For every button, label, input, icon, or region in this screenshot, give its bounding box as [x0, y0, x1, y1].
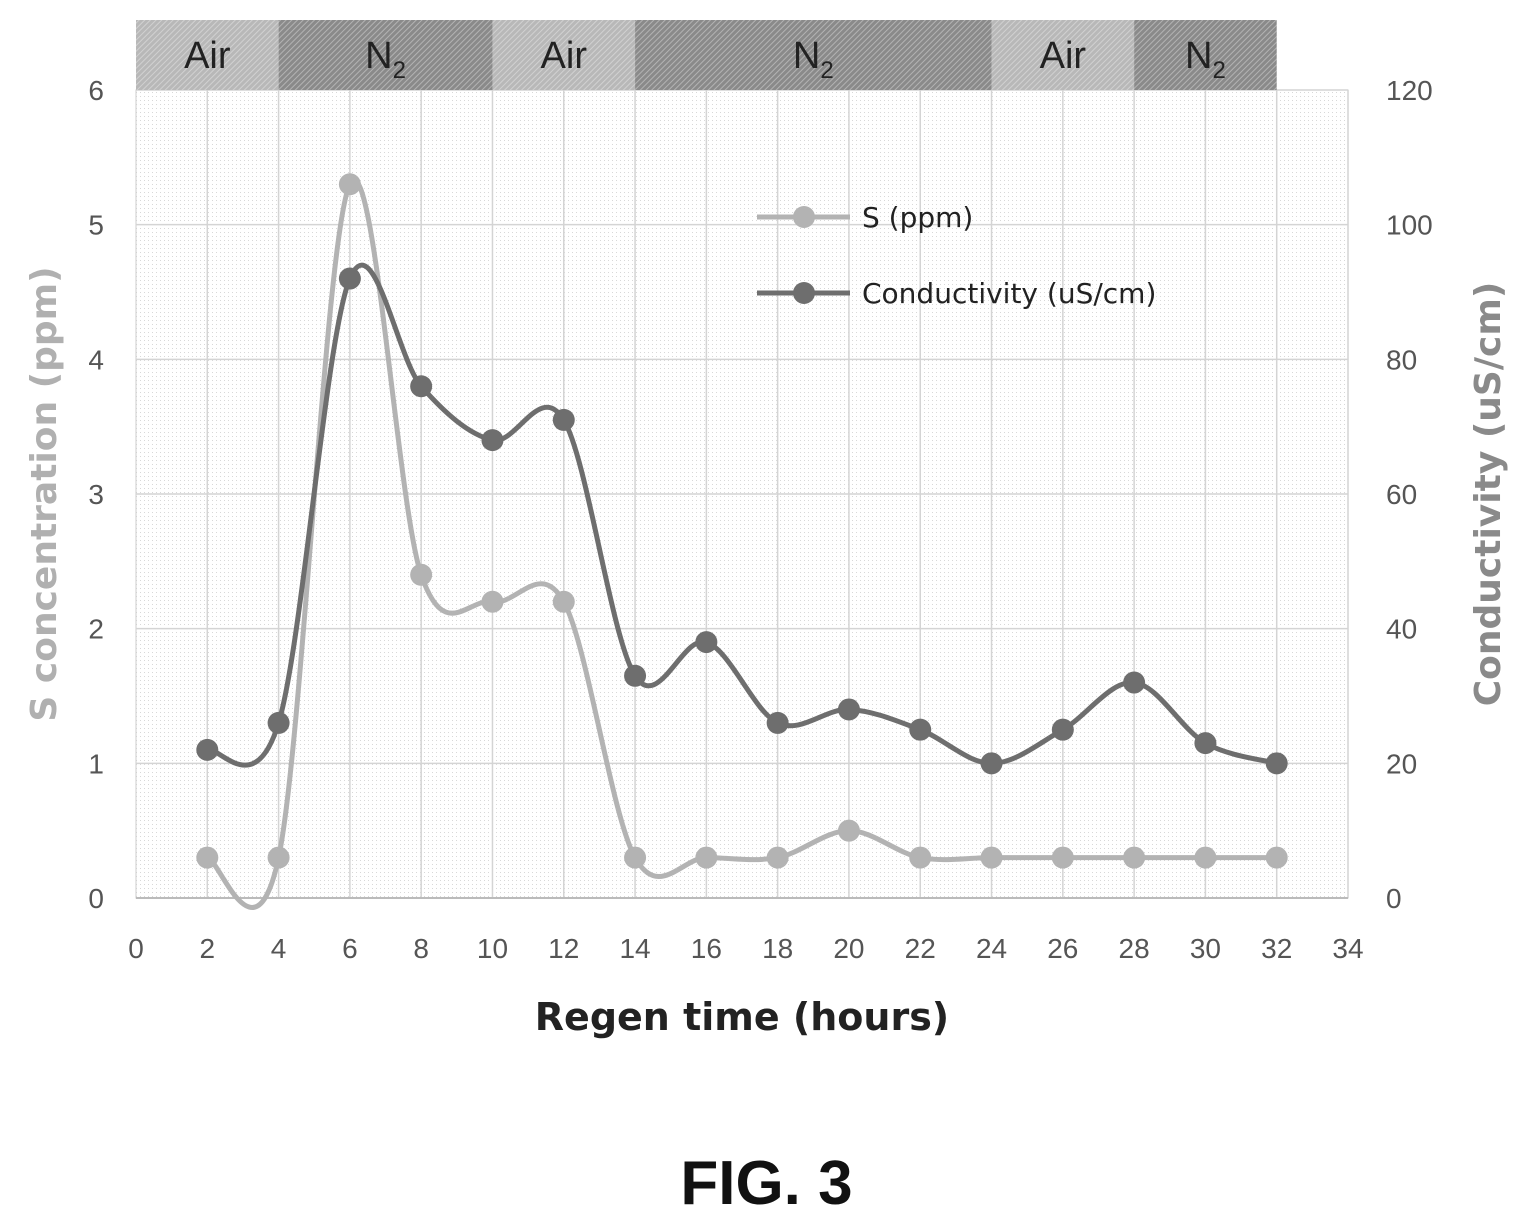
- left-y-tick-label: 6: [88, 75, 104, 106]
- left-y-tick-label: 3: [88, 479, 104, 510]
- data-point-conductivity: [267, 711, 290, 734]
- x-tick-label: 10: [477, 933, 508, 964]
- gridlines: [136, 89, 1349, 899]
- gas-band-texture: [1134, 20, 1277, 90]
- data-point-s-ppm: [766, 846, 789, 869]
- data-point-conductivity: [552, 408, 575, 431]
- data-point-conductivity: [837, 698, 860, 721]
- data-point-conductivity: [1265, 752, 1288, 775]
- data-point-conductivity: [1051, 718, 1074, 741]
- right-y-tick-label: 40: [1386, 614, 1417, 645]
- left-y-tick-label: 4: [88, 344, 104, 375]
- right-y-tick-label: 60: [1386, 479, 1417, 510]
- gas-band-texture: [991, 20, 1135, 90]
- gas-band-texture: [278, 20, 493, 90]
- data-point-conductivity: [481, 429, 504, 452]
- left-y-tick-label: 5: [88, 210, 104, 241]
- x-tick-label: 28: [1119, 933, 1150, 964]
- right-y-tick-label: 20: [1386, 748, 1417, 779]
- data-point-s-ppm: [1123, 846, 1146, 869]
- x-tick-label: 18: [762, 933, 793, 964]
- legend-label-s: S (ppm): [862, 201, 973, 234]
- data-point-conductivity: [766, 711, 789, 734]
- left-y-axis-title: S concentration (ppm): [24, 266, 65, 721]
- gas-band-label: Air: [541, 35, 588, 77]
- x-tick-label: 34: [1332, 933, 1363, 964]
- data-point-s-ppm: [552, 590, 575, 613]
- legend: S (ppm) Conductivity (uS/cm): [757, 201, 1156, 310]
- legend-marker-s: [793, 206, 815, 228]
- x-tick-label: 26: [1047, 933, 1078, 964]
- data-point-s-ppm: [481, 590, 504, 613]
- left-y-tick-label: 0: [88, 883, 104, 914]
- data-point-s-ppm: [1051, 846, 1074, 869]
- legend-marker-conductivity: [793, 282, 815, 304]
- data-point-s-ppm: [837, 819, 860, 842]
- left-y-tick-label: 1: [88, 748, 104, 779]
- figure-caption: FIG. 3: [680, 1149, 853, 1218]
- data-point-s-ppm: [1265, 846, 1288, 869]
- data-point-conductivity: [980, 752, 1003, 775]
- data-point-conductivity: [909, 718, 932, 741]
- left-y-tick-label: 2: [88, 614, 104, 645]
- x-tick-label: 22: [905, 933, 936, 964]
- gas-band-texture: [492, 20, 636, 90]
- gas-band-label: Air: [184, 35, 231, 77]
- x-tick-label: 2: [200, 933, 216, 964]
- data-point-s-ppm: [909, 846, 932, 869]
- x-tick-label: 30: [1190, 933, 1221, 964]
- gas-band-label: Air: [1040, 35, 1087, 77]
- right-y-tick-label: 120: [1386, 75, 1433, 106]
- right-y-axis-title: Conductivity (uS/cm): [1468, 282, 1509, 707]
- data-point-conductivity: [410, 375, 433, 398]
- x-tick-label: 20: [833, 933, 864, 964]
- series-layer: [196, 173, 1288, 910]
- data-point-s-ppm: [196, 846, 219, 869]
- data-point-s-ppm: [338, 173, 361, 196]
- series-line-s-ppm: [206, 177, 1277, 910]
- right-y-tick-label: 0: [1386, 883, 1402, 914]
- legend-label-conductivity: Conductivity (uS/cm): [862, 277, 1156, 310]
- x-tick-label: 32: [1261, 933, 1292, 964]
- data-point-s-ppm: [1194, 846, 1217, 869]
- x-tick-label: 4: [271, 933, 287, 964]
- x-tick-label: 14: [619, 933, 650, 964]
- x-axis-title: Regen time (hours): [535, 995, 949, 1039]
- right-y-tick-label: 80: [1386, 344, 1417, 375]
- gas-band-texture: [635, 20, 992, 90]
- x-tick-label: 24: [976, 933, 1007, 964]
- right-y-tick-label: 100: [1386, 210, 1433, 241]
- gas-band-texture: [136, 20, 279, 90]
- gas-bands: Air N2 Air N2 Air N2: [136, 20, 1277, 90]
- gas-band-label: N2: [1185, 35, 1226, 84]
- x-axis-ticks: 0 2 4 6 8 10 12 14 16 18 20 22 24 26 28 30 32 34: [128, 933, 1363, 964]
- data-point-s-ppm: [695, 846, 718, 869]
- x-tick-label: 8: [413, 933, 429, 964]
- x-tick-label: 0: [128, 933, 144, 964]
- data-point-conductivity: [196, 738, 219, 761]
- x-tick-label: 16: [691, 933, 722, 964]
- data-point-conductivity: [695, 631, 718, 654]
- left-y-axis-ticks: 0 1 2 3 4 5 6: [88, 75, 104, 914]
- gas-band-label: N2: [365, 35, 406, 84]
- data-point-conductivity: [1123, 671, 1146, 694]
- x-tick-label: 12: [548, 933, 579, 964]
- data-point-conductivity: [338, 267, 361, 290]
- data-point-conductivity: [1194, 732, 1217, 755]
- right-y-axis-ticks: 0 20 40 60 80 100 120: [1386, 75, 1433, 914]
- data-point-s-ppm: [267, 846, 290, 869]
- x-tick-label: 6: [342, 933, 358, 964]
- data-point-s-ppm: [980, 846, 1003, 869]
- data-point-conductivity: [624, 664, 647, 687]
- data-point-s-ppm: [624, 846, 647, 869]
- data-point-s-ppm: [410, 563, 433, 586]
